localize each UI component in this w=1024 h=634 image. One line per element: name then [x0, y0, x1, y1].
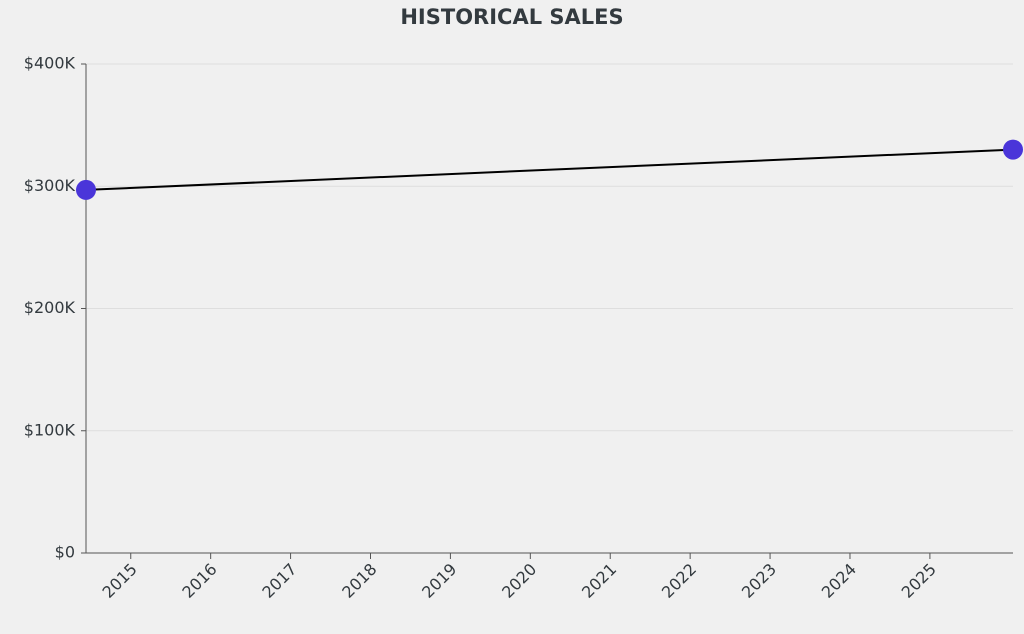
y-tick-label: $400K — [24, 54, 76, 73]
y-tick-label: $200K — [24, 298, 76, 317]
point — [1003, 139, 1023, 160]
y-tick-label: $100K — [24, 420, 76, 439]
y-tick-label: $0 — [55, 543, 75, 562]
line — [85, 148, 1014, 191]
chart-title: HISTORICAL SALES — [400, 5, 623, 29]
point — [76, 179, 96, 200]
y-tick-label: $300K — [24, 176, 76, 195]
